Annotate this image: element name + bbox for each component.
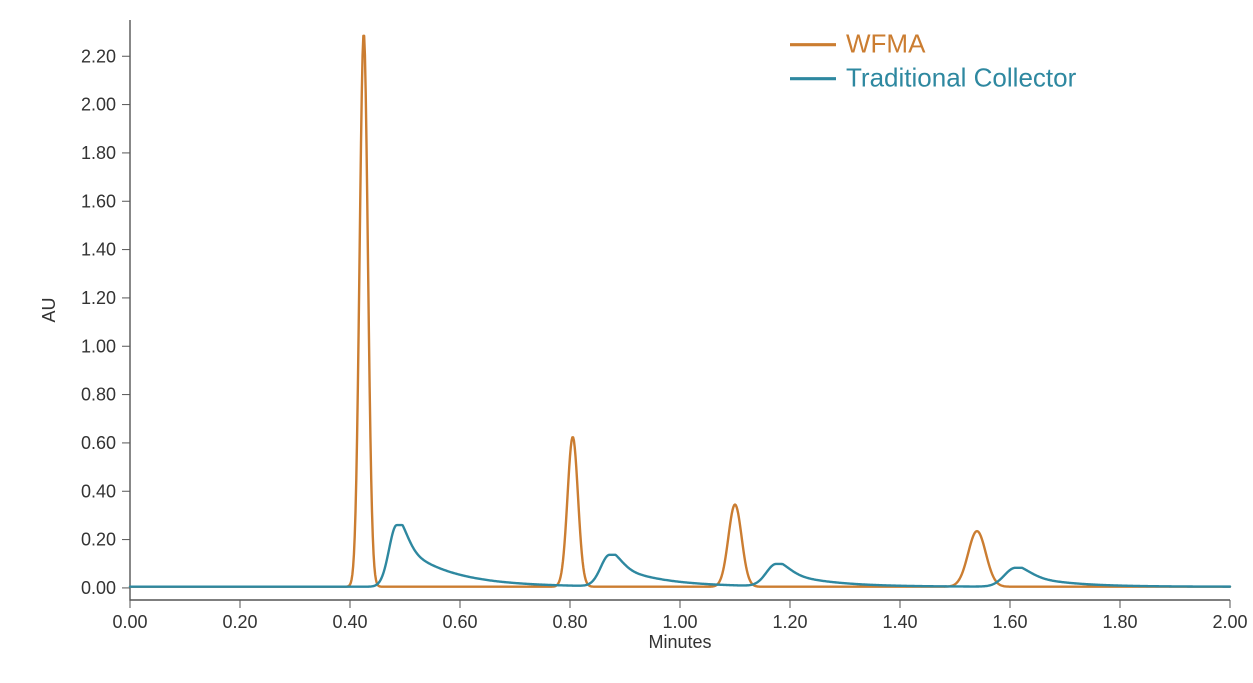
y-tick-label: 0.60 [81, 433, 116, 453]
y-tick-label: 1.00 [81, 336, 116, 356]
chart-svg: 0.00 0.20 0.40 0.60 0.80 1.00 1.20 1.40 1.60 1.80… [0, 0, 1253, 683]
x-tick-label: 0.20 [222, 612, 257, 632]
x-tick-label: 2.00 [1212, 612, 1247, 632]
y-tick-label: 0.40 [81, 481, 116, 501]
x-tick-label: 1.80 [1102, 612, 1137, 632]
y-tick-label: 0.80 [81, 385, 116, 405]
x-tick-label: 1.00 [662, 612, 697, 632]
y-tick-label: 0.20 [81, 530, 116, 550]
y-axis-label: AU [39, 297, 59, 322]
legend-label: WFMA [846, 29, 926, 59]
x-tick-label: 0.60 [442, 612, 477, 632]
x-tick-label: 0.80 [552, 612, 587, 632]
y-tick-label: 1.80 [81, 143, 116, 163]
chromatogram-chart: 0.00 0.20 0.40 0.60 0.80 1.00 1.20 1.40 1.60 1.80… [0, 0, 1253, 683]
legend-label: Traditional Collector [846, 63, 1077, 93]
y-tick-label: 1.60 [81, 191, 116, 211]
x-axis-label: Minutes [648, 632, 711, 652]
y-tick-label: 1.20 [81, 288, 116, 308]
y-tick-label: 1.40 [81, 240, 116, 260]
y-tick-label: 2.20 [81, 46, 116, 66]
x-tick-label: 1.60 [992, 612, 1027, 632]
y-tick-label: 0.00 [81, 578, 116, 598]
x-tick-label: 1.40 [882, 612, 917, 632]
x-tick-label: 0.40 [332, 612, 367, 632]
x-tick-label: 1.20 [772, 612, 807, 632]
y-tick-label: 2.00 [81, 95, 116, 115]
x-tick-label: 0.00 [112, 612, 147, 632]
